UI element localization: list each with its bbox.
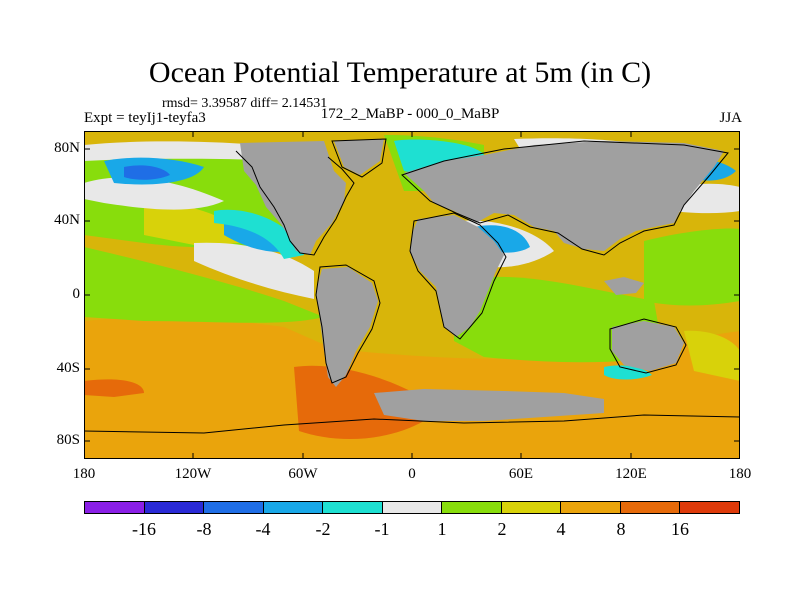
land-mask	[240, 139, 724, 421]
cyan-south-indian	[604, 365, 652, 380]
white-north-pacific	[84, 177, 224, 210]
land-greenland	[334, 139, 384, 175]
colorbar-label: -8	[196, 519, 212, 539]
x-tick-0: 0	[408, 466, 416, 482]
colorbar-label: 16	[671, 519, 689, 539]
colorbar-swatch	[85, 502, 145, 513]
temperature-anomaly-fields	[84, 135, 740, 459]
dark-orange-south-pacific	[84, 379, 144, 397]
colorbar-label: -4	[255, 519, 271, 539]
period-label: 172_2_MaBP - 000_0_MaBP	[320, 106, 500, 122]
land-south-america	[316, 267, 378, 387]
x-tick-60w: 60W	[288, 466, 318, 482]
land-africa	[410, 215, 504, 337]
y-tick-80s: 80S	[56, 432, 80, 448]
land-antarctica	[374, 389, 604, 421]
coastline-greenland	[331, 138, 387, 178]
colorbar-swatch	[442, 502, 502, 513]
land-australia	[612, 321, 684, 371]
coastline-north-america	[235, 150, 355, 256]
darkblue-north-pacific	[124, 165, 170, 180]
experiment-label: Expt = teyIj1-teyfa3	[84, 110, 206, 126]
colorbar	[84, 501, 740, 514]
coastline-antarctica	[84, 414, 740, 434]
cyan-east-pacific	[214, 209, 304, 259]
x-tick-180-west: 180	[72, 466, 96, 482]
colorbar-label: 1	[437, 519, 447, 539]
y-tick-0: 0	[72, 286, 81, 302]
green-indian-ocean	[454, 276, 664, 363]
map-title: Ocean Potential Temperature at 5m (in C)	[148, 56, 652, 89]
colorbar-label: 8	[616, 519, 626, 539]
land-indonesia	[604, 277, 644, 295]
coastline-africa	[409, 212, 507, 340]
green-tropical-pacific	[84, 247, 324, 323]
land-europe-asia	[404, 141, 724, 251]
y-tick-40s: 40S	[56, 360, 80, 376]
land-north-america	[240, 141, 346, 255]
colorbar-swatch	[144, 502, 205, 513]
y-tick-80n: 80N	[54, 140, 80, 156]
coastlines	[84, 138, 740, 434]
coastline-south-america	[315, 264, 381, 384]
colorbar-swatch	[323, 502, 383, 513]
colorbar-label: 4	[556, 519, 566, 539]
x-tick-60e: 60E	[508, 466, 534, 482]
colorbar-swatch	[204, 502, 264, 513]
x-tick-120w: 120W	[174, 466, 212, 482]
colorbar-label: -16	[132, 519, 156, 539]
colorbar-swatch	[263, 502, 324, 513]
season-label: JJA	[719, 110, 742, 126]
green-west-pacific	[644, 228, 740, 306]
orange-east-pacific	[84, 328, 274, 431]
temperature-map	[84, 131, 740, 459]
y-tick-40n: 40N	[54, 212, 80, 228]
colorbar-swatch	[382, 502, 443, 513]
x-tick-120e: 120E	[615, 466, 647, 482]
map-ticks	[84, 131, 740, 459]
stats-label: rmsd= 3.39587 diff= 2.14531	[162, 96, 328, 111]
colorbar-swatch	[620, 502, 681, 513]
colorbar-swatch	[680, 502, 740, 513]
colorbar-label: -1	[374, 519, 390, 539]
orange-band-south	[84, 317, 740, 459]
colorbar-swatch	[561, 502, 621, 513]
colorbar-swatch	[501, 502, 562, 513]
dark-orange-south-atlantic	[294, 365, 424, 440]
coastline-eurasia	[401, 140, 729, 256]
yellow-east-indian	[684, 330, 740, 381]
coastline-australia	[609, 318, 687, 374]
colorbar-label: 2	[497, 519, 507, 539]
colorbar-label: -2	[315, 519, 331, 539]
x-tick-180-east: 180	[728, 466, 752, 482]
